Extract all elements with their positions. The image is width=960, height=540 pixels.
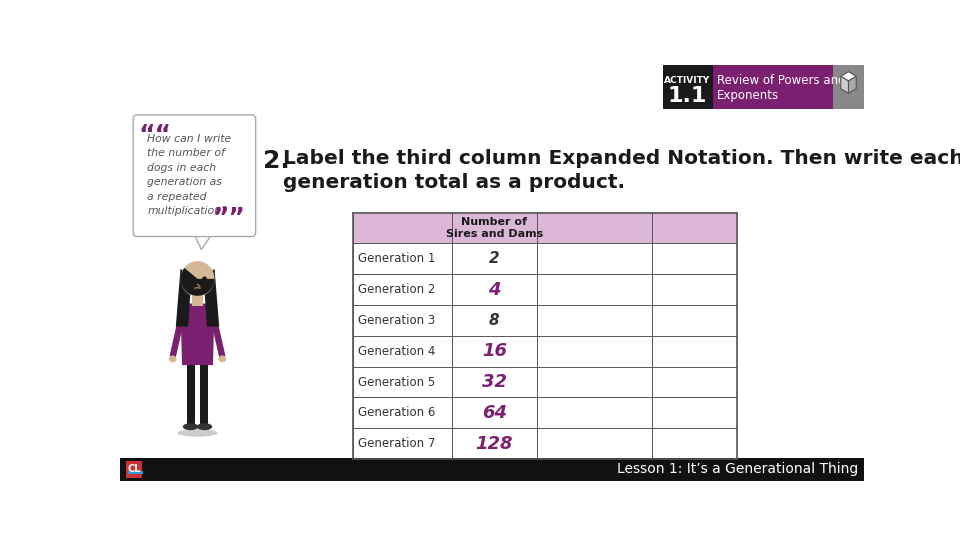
Text: ””: ”” [212,206,246,231]
Bar [352,336,737,367]
Wedge shape [180,273,214,296]
Bar [713,65,833,110]
Polygon shape [841,76,849,93]
Bar [200,365,208,425]
Bar [192,292,203,306]
Polygon shape [194,233,213,249]
Bar [126,461,142,477]
Text: ““: ““ [138,123,172,146]
Text: Generation 3: Generation 3 [358,314,435,327]
Text: ACTIVITY: ACTIVITY [664,76,710,85]
Polygon shape [208,307,226,357]
Text: 1.1: 1.1 [667,86,707,106]
Ellipse shape [197,423,212,430]
Bar [352,428,737,459]
Text: Generation 2: Generation 2 [358,283,435,296]
Ellipse shape [178,429,218,437]
Text: Label the third column Expanded Notation. Then write each: Label the third column Expanded Notation… [283,150,960,168]
Ellipse shape [180,261,214,296]
Polygon shape [170,307,186,357]
Text: Generation 4: Generation 4 [358,345,435,357]
Text: Generation 5: Generation 5 [358,375,435,389]
Bar [352,213,737,244]
Bar [833,65,864,110]
Text: 32: 32 [482,373,507,391]
Ellipse shape [203,276,206,280]
Bar [186,365,195,425]
Polygon shape [841,72,856,81]
Polygon shape [176,269,191,327]
Bar [352,244,737,274]
Wedge shape [180,268,198,285]
Text: Lesson 1: It’s a Generational Thing: Lesson 1: It’s a Generational Thing [616,462,858,476]
Bar [120,457,864,481]
Text: Exponents: Exponents [717,89,779,102]
Text: 16: 16 [482,342,507,360]
Text: 8: 8 [489,313,499,328]
Ellipse shape [219,355,227,362]
Ellipse shape [169,355,177,362]
Text: 2: 2 [489,251,499,266]
Text: How can I write
the number of
dogs in each
generation as
a repeated
multiplicati: How can I write the number of dogs in ea… [147,134,231,216]
FancyBboxPatch shape [133,115,255,237]
Text: 2.: 2. [263,150,290,173]
Text: Number of
Sires and Dams: Number of Sires and Dams [445,217,543,239]
Text: Generation 6: Generation 6 [358,406,435,420]
Bar [352,274,737,305]
Bar [352,367,737,397]
Bar [352,305,737,336]
Bar [128,471,143,475]
Text: 128: 128 [475,435,513,453]
Bar [662,65,713,110]
Polygon shape [180,303,214,365]
Text: Generation 1: Generation 1 [358,252,435,265]
Polygon shape [204,269,219,327]
Text: 64: 64 [482,404,507,422]
Text: generation total as a product.: generation total as a product. [283,173,625,192]
Ellipse shape [182,423,199,430]
Bar [352,397,737,428]
Text: 4: 4 [488,281,500,299]
Text: Generation 7: Generation 7 [358,437,435,450]
Text: CL: CL [127,464,141,474]
Text: Review of Powers and: Review of Powers and [717,73,846,87]
Ellipse shape [188,276,193,280]
Polygon shape [849,76,856,93]
